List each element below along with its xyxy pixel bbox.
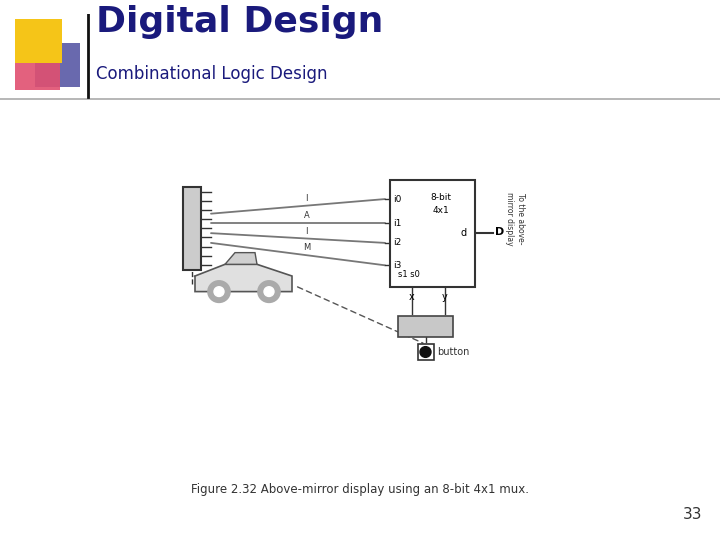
Text: 33: 33 [683,508,702,523]
Circle shape [264,287,274,296]
Text: d: d [461,228,467,238]
Circle shape [420,347,431,357]
Bar [183,187,201,269]
Text: i1: i1 [393,219,401,228]
Polygon shape [35,43,80,87]
Text: I: I [305,194,308,202]
Polygon shape [15,19,62,63]
Circle shape [214,287,224,296]
Text: M: M [303,244,310,252]
Text: i3: i3 [393,261,401,270]
Bar [418,344,433,360]
Text: A: A [304,212,310,220]
Polygon shape [195,264,292,292]
Text: D: D [495,227,504,237]
Text: x: x [409,292,415,302]
Text: 8-bit: 8-bit [431,193,451,201]
Text: 4x1: 4x1 [433,206,449,215]
Text: i0: i0 [393,194,401,204]
Text: button: button [438,347,470,357]
Polygon shape [225,253,257,264]
Text: To the above-
mirror display: To the above- mirror display [505,192,526,245]
Text: i2: i2 [393,238,401,247]
Text: Combinational Logic Design: Combinational Logic Design [96,65,328,83]
Text: s1 s0: s1 s0 [398,270,420,279]
Bar [390,180,475,287]
Text: I: I [305,227,308,235]
Text: Digital Design: Digital Design [96,5,383,39]
Circle shape [208,281,230,302]
Circle shape [258,281,280,302]
Polygon shape [15,48,60,90]
Text: Figure 2.32 Above-mirror display using an 8-bit 4x1 mux.: Figure 2.32 Above-mirror display using a… [191,483,529,496]
Bar [398,316,453,338]
Text: y: y [442,292,448,302]
